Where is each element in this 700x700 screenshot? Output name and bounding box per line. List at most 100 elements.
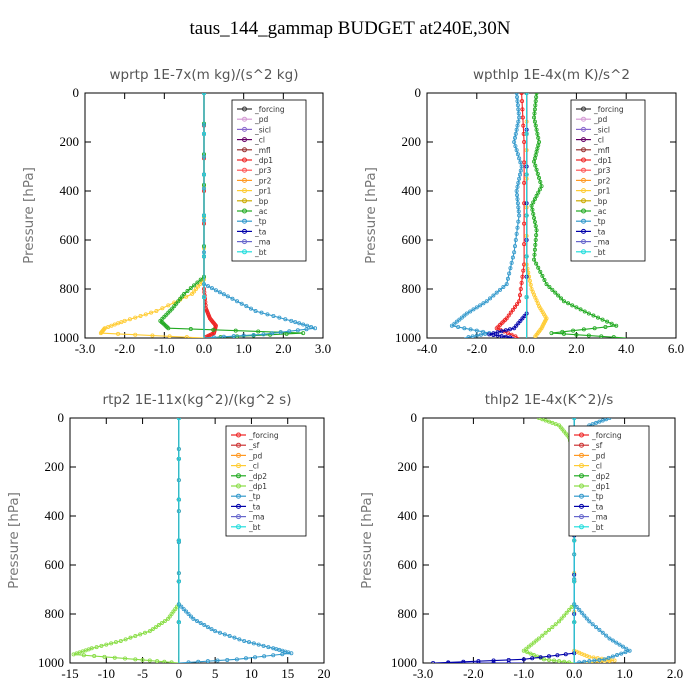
legend-marker xyxy=(242,228,247,234)
y-axis-label: Pressure [hPa] xyxy=(359,492,375,589)
data-point xyxy=(491,331,496,336)
legend-entry: _pr1 xyxy=(254,187,272,196)
data-point xyxy=(514,188,519,193)
data-point xyxy=(515,302,520,307)
data-point xyxy=(231,334,236,338)
legend-marker xyxy=(579,473,584,479)
y-tick-label: 600 xyxy=(402,232,422,247)
data-point xyxy=(547,419,552,424)
legend-entry: _cl xyxy=(248,462,259,471)
data-point xyxy=(510,255,515,260)
x-tick-label: 20 xyxy=(318,666,331,681)
data-point xyxy=(491,293,496,298)
data-point xyxy=(520,316,525,321)
data-point xyxy=(524,295,529,300)
data-point xyxy=(514,231,519,236)
data-point xyxy=(242,638,247,643)
data-point xyxy=(178,296,183,301)
y-tick-label: 800 xyxy=(402,281,422,296)
data-point xyxy=(81,653,86,658)
data-point xyxy=(309,324,314,329)
data-point xyxy=(287,329,292,334)
data-point xyxy=(164,312,169,317)
data-point xyxy=(540,418,545,422)
data-point xyxy=(149,310,154,315)
data-point xyxy=(614,323,619,328)
y-axis-label: Pressure [hPa] xyxy=(363,167,379,264)
data-point xyxy=(166,310,171,315)
data-point xyxy=(133,657,138,662)
data-point xyxy=(521,657,526,662)
data-point xyxy=(536,190,541,195)
legend-entry: _pd xyxy=(593,115,608,124)
data-point xyxy=(116,321,121,326)
legend-marker xyxy=(579,514,584,520)
y-tick-label: 200 xyxy=(398,459,418,474)
data-point xyxy=(239,301,244,306)
y-tick-label: 800 xyxy=(45,606,65,621)
data-point xyxy=(225,294,230,299)
data-point xyxy=(516,111,521,116)
data-point xyxy=(606,655,611,660)
data-point xyxy=(526,644,531,649)
data-point xyxy=(201,213,206,218)
legend-entry: _ta xyxy=(591,502,603,511)
y-tick-label: 1000 xyxy=(391,655,417,670)
data-point xyxy=(600,317,605,322)
data-point xyxy=(611,335,616,338)
legend-marker xyxy=(236,524,241,530)
legend-entry: _ma xyxy=(248,513,265,522)
data-point xyxy=(476,661,481,663)
data-point xyxy=(516,119,521,124)
x-tick-label: 2.0 xyxy=(667,666,683,681)
data-point xyxy=(539,184,544,189)
data-point xyxy=(198,277,203,282)
data-point xyxy=(196,659,201,663)
series-line xyxy=(495,93,525,338)
y-tick-label: 400 xyxy=(402,183,422,198)
data-point xyxy=(535,171,540,176)
data-point xyxy=(247,640,252,645)
legend-entry: _pr3 xyxy=(254,166,272,175)
data-point xyxy=(301,322,306,327)
data-point xyxy=(109,323,114,328)
data-point xyxy=(113,640,118,645)
data-point xyxy=(190,291,195,296)
data-point xyxy=(533,242,538,247)
data-point xyxy=(202,93,206,95)
data-point xyxy=(168,308,173,313)
legend-marker xyxy=(236,483,241,489)
data-point xyxy=(261,332,266,337)
data-point xyxy=(557,659,562,663)
legend-marker xyxy=(579,503,584,509)
legend-entry: _cl xyxy=(591,462,602,471)
data-point xyxy=(532,119,537,124)
legend-entry: _tp xyxy=(593,217,606,226)
data-point xyxy=(532,111,537,116)
data-point xyxy=(154,309,159,314)
panel-3: rtp2 1E-11x(kg^2)/(kg^2 s) Pressure [hPa]… xyxy=(6,392,331,681)
data-point xyxy=(468,309,473,314)
series-line xyxy=(73,418,180,663)
data-point xyxy=(457,317,462,322)
y-tick-label: 600 xyxy=(398,557,418,572)
legend-entry: _ma xyxy=(591,513,608,522)
data-point xyxy=(194,286,199,291)
data-point xyxy=(587,659,592,663)
data-point xyxy=(543,630,548,635)
x-tick-label: 1.0 xyxy=(616,666,632,681)
data-point xyxy=(604,418,609,422)
data-point xyxy=(559,616,564,621)
legend-entry: _pr2 xyxy=(254,176,272,185)
data-point xyxy=(499,334,504,338)
x-tick-label: -2.0 xyxy=(114,341,135,356)
data-point xyxy=(128,635,133,640)
data-point xyxy=(607,636,612,641)
data-point xyxy=(515,184,520,189)
data-point xyxy=(524,131,529,136)
data-point xyxy=(533,237,538,242)
data-point xyxy=(251,641,256,646)
data-point xyxy=(571,328,576,333)
x-tick-label: 0.0 xyxy=(518,341,534,356)
data-point xyxy=(304,327,309,332)
